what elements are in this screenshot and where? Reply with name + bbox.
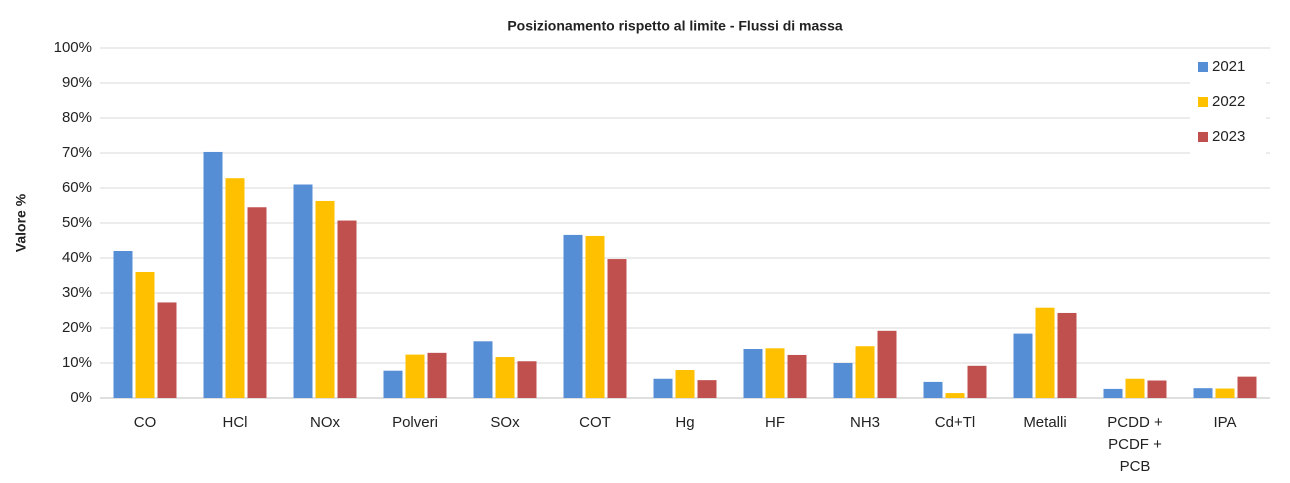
bar xyxy=(967,365,987,398)
x-tick-label: PCDD + PCDF + PCB xyxy=(1107,414,1163,475)
x-tick-label: NOx xyxy=(310,414,340,431)
bar xyxy=(855,346,875,398)
bar xyxy=(1215,388,1235,398)
x-tick-label: HF xyxy=(765,414,785,431)
bar xyxy=(427,352,447,398)
legend-swatch xyxy=(1198,97,1208,107)
bar xyxy=(1125,378,1145,398)
y-tick-label: 60% xyxy=(62,179,92,196)
y-tick-label: 10% xyxy=(62,354,92,371)
bar xyxy=(923,381,943,398)
x-tick-label: Polveri xyxy=(392,414,438,431)
bar xyxy=(293,184,313,398)
x-tick-label: SOx xyxy=(490,414,520,431)
bar xyxy=(607,259,627,398)
bar xyxy=(833,363,853,398)
bar xyxy=(473,341,493,398)
chart-title: Posizionamento rispetto al limite - Flus… xyxy=(507,18,843,34)
bar xyxy=(337,220,357,398)
bar xyxy=(495,357,515,398)
x-tick-label: CO xyxy=(133,414,157,431)
bar xyxy=(1147,380,1167,398)
bar xyxy=(743,349,763,398)
bar xyxy=(675,370,695,398)
bar xyxy=(517,361,537,398)
bar xyxy=(945,393,965,398)
bar xyxy=(113,251,133,398)
x-tick-label: Hg xyxy=(675,414,695,431)
x-tick-label: HCl xyxy=(222,414,248,431)
y-tick-label: 90% xyxy=(62,74,92,91)
bar xyxy=(1237,376,1257,398)
bar xyxy=(787,354,807,398)
y-axis-label: Valore % xyxy=(13,193,29,252)
bar xyxy=(563,234,583,398)
bar xyxy=(697,380,717,398)
legend-swatch xyxy=(1198,132,1208,142)
x-tick-label: Metalli xyxy=(1023,414,1067,431)
bar xyxy=(1193,388,1213,398)
y-tick-label: 70% xyxy=(62,144,92,161)
bar xyxy=(653,378,673,398)
legend-label: 2023 xyxy=(1212,128,1245,145)
legend-label: 2021 xyxy=(1212,58,1245,75)
y-tick-label: 50% xyxy=(62,214,92,231)
bar xyxy=(225,178,245,398)
x-tick-label: Cd+Tl xyxy=(934,414,976,431)
legend-label: 2022 xyxy=(1212,93,1245,110)
bar xyxy=(405,354,425,398)
y-tick-label: 30% xyxy=(62,284,92,301)
y-tick-label: 100% xyxy=(54,39,92,56)
bar xyxy=(877,330,897,398)
bar xyxy=(1013,333,1033,398)
bar xyxy=(1057,312,1077,398)
bar xyxy=(135,272,155,398)
bar xyxy=(585,235,605,398)
y-tick-label: 80% xyxy=(62,109,92,126)
bar xyxy=(383,370,403,398)
bar xyxy=(157,302,177,398)
x-tick-label: IPA xyxy=(1213,414,1237,431)
bar xyxy=(1103,388,1123,398)
y-tick-label: 40% xyxy=(62,249,92,266)
legend-swatch xyxy=(1198,62,1208,72)
bar xyxy=(1035,307,1055,398)
x-tick-label: COT xyxy=(579,414,611,431)
y-tick-label: 0% xyxy=(70,389,92,406)
y-tick-label: 20% xyxy=(62,319,92,336)
bar xyxy=(203,151,223,398)
bar xyxy=(315,200,335,398)
bar xyxy=(765,348,785,398)
x-tick-label: NH3 xyxy=(849,414,880,431)
bar xyxy=(247,207,267,398)
